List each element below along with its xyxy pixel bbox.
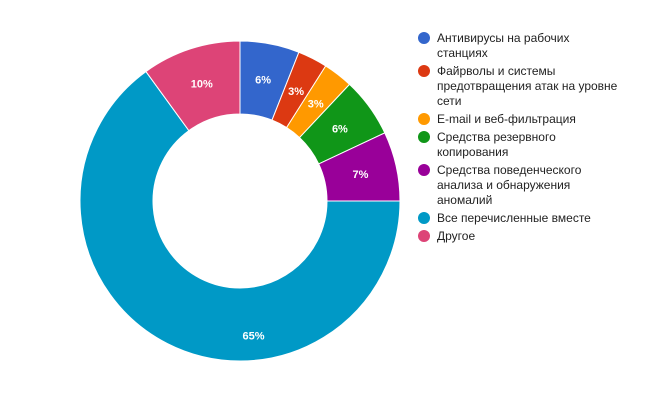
legend-label-4: Средства резервного копирования [437,130,556,159]
legend-marker-3 [418,113,430,125]
chart-slice-labels: 6% 3% 3% 6% 7% 65% 10% [191,75,369,343]
legend-marker-7 [418,230,430,242]
slice-label-2: 3% [288,86,304,98]
legend-item-6: Все перечисленные вместе [418,211,591,225]
slice-label-5: 7% [353,169,369,181]
legend-label-5: Средства поведенческого анализа и обнаруж… [437,163,582,207]
chart-slices [79,40,401,362]
legend-item-4: Средства резервного копирования [418,130,556,159]
legend-label-3: E-mail и веб-фильтрация [437,112,576,126]
slice-label-4: 6% [332,123,348,135]
chart-legend: Антивирусы на рабочих станциях Файрволы и … [418,31,618,243]
slice-7 [145,40,241,132]
legend-marker-2 [418,65,430,77]
legend-item-3: E-mail и веб-фильтрация [418,112,576,126]
legend-marker-4 [418,131,430,143]
legend-item-7: Другое [418,229,475,243]
legend-marker-1 [418,32,430,44]
legend-marker-5 [418,164,430,176]
slice-label-6: 65% [242,330,264,342]
legend-item-5: Средства поведенческого анализа и обнаруж… [418,163,582,207]
legend-label-1: Антивирусы на рабочих станциях [437,31,570,60]
legend-marker-6 [418,212,430,224]
legend-item-1: Антивирусы на рабочих станциях [418,31,570,60]
slice-label-7: 10% [191,79,213,91]
slice-label-3: 3% [308,98,324,110]
legend-label-7: Другое [437,229,475,243]
slice-label-1: 6% [255,75,271,87]
legend-item-2: Файрволы и системы предотвращения атак на… [418,64,618,108]
legend-label-6: Все перечисленные вместе [437,211,591,225]
slice-6 [79,70,401,362]
legend-label-2: Файрволы и системы предотвращения атак на… [437,64,618,108]
